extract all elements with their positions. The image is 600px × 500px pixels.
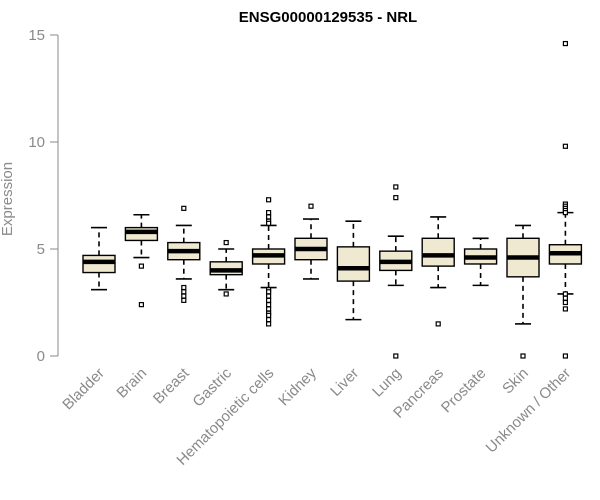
x-tick-label: Liver: [327, 365, 362, 400]
box-0: [82, 226, 116, 291]
box-4: [251, 197, 286, 327]
outlier-point: [393, 184, 399, 190]
outlier-point: [562, 295, 569, 301]
outlier-point: [266, 302, 272, 308]
outlier-point: [520, 353, 526, 359]
outlier-point: [393, 195, 399, 201]
outlier-point: [181, 297, 187, 303]
x-tick-label: Skin: [499, 365, 532, 398]
box-7: [379, 184, 413, 359]
outlier-point: [138, 263, 144, 269]
outlier-point: [562, 306, 569, 312]
box-11: [548, 40, 583, 359]
outlier-point: [266, 321, 272, 327]
y-tick-label: 5: [37, 241, 45, 258]
x-tick-label: Bladder: [59, 365, 108, 414]
box-5: [294, 203, 328, 280]
plot-area: [82, 40, 583, 359]
box-6: [336, 220, 371, 321]
outlier-point: [393, 353, 399, 359]
chart-title: ENSG00000129535 - NRL: [239, 9, 417, 26]
outlier-point: [435, 321, 441, 327]
box-10: [506, 224, 540, 359]
outlier-point: [562, 291, 569, 297]
iqr-box: [336, 246, 371, 282]
box-2: [167, 205, 201, 303]
box-8: [421, 216, 455, 327]
outlier-point: [308, 203, 314, 209]
x-tick-label: Kidney: [275, 364, 320, 409]
y-axis-label: Expression: [0, 162, 16, 236]
outlier-point: [266, 289, 272, 295]
outlier-point: [266, 220, 272, 226]
outlier-point: [266, 317, 272, 323]
outlier-point: [562, 210, 569, 216]
y-tick-label: 0: [37, 348, 45, 365]
iqr-box: [421, 237, 455, 267]
outlier-point: [266, 312, 272, 318]
y-axis: 0 5 10 15: [28, 27, 59, 365]
outlier-point: [181, 205, 187, 211]
outlier-point: [223, 239, 229, 246]
x-tick-label: Lung: [369, 365, 405, 401]
outlier-point: [562, 143, 569, 149]
box-3: [209, 239, 243, 297]
y-tick-label: 10: [28, 134, 45, 151]
box-1: [124, 213, 159, 308]
outlier-point: [266, 197, 272, 203]
outlier-point: [181, 284, 187, 291]
outlier-point: [562, 299, 569, 306]
outlier-point: [181, 293, 187, 299]
outlier-point: [266, 293, 272, 299]
x-tick-label: Breast: [150, 364, 193, 407]
outlier-point: [266, 306, 272, 312]
box-9: [463, 237, 498, 287]
outlier-point: [181, 289, 187, 295]
outlier-point: [138, 302, 144, 308]
x-tick-label: Brain: [113, 365, 150, 402]
outlier-point: [266, 297, 272, 303]
outlier-point: [266, 210, 272, 216]
y-tick-label: 15: [28, 27, 45, 44]
outlier-point: [562, 353, 569, 359]
outlier-point: [562, 40, 569, 47]
outlier-point: [223, 291, 229, 297]
outlier-point: [266, 214, 272, 220]
x-tick-label: Prostate: [438, 365, 490, 417]
